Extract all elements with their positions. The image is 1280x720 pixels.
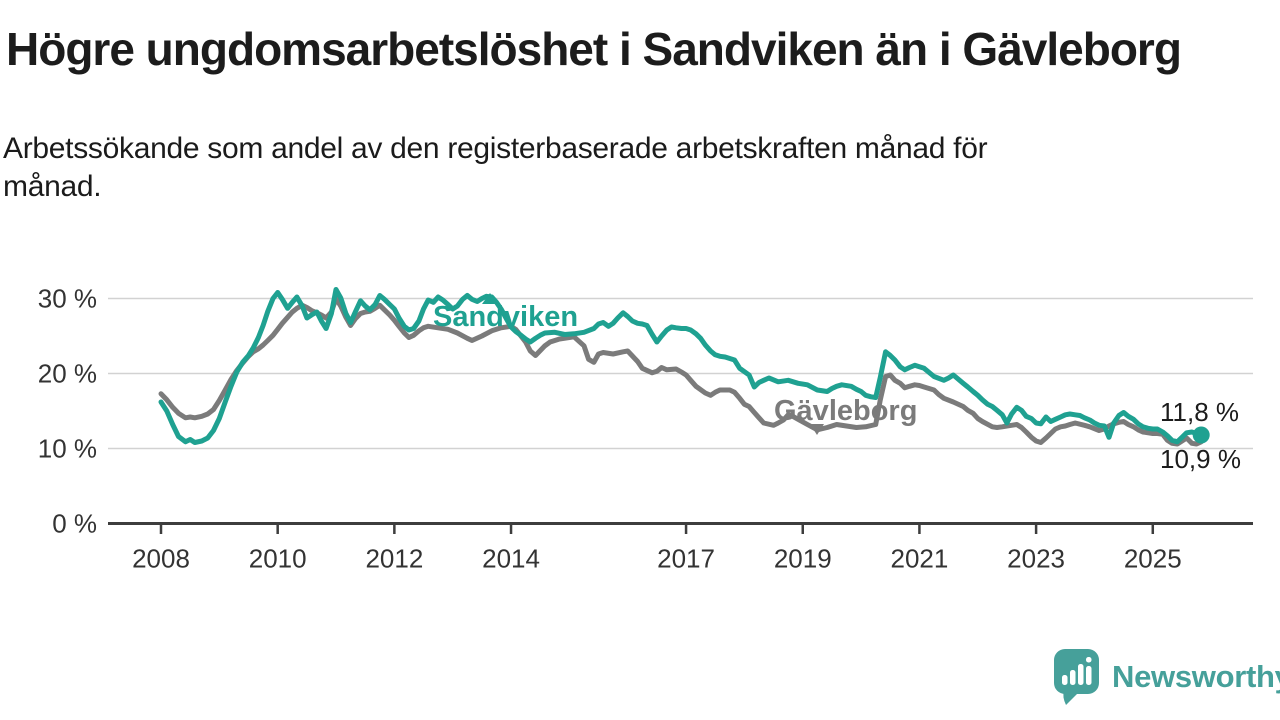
unemployment-chart: 0 % 10 % 20 % 30 % 2008 2010 2012 2014 2017 2019 2…: [0, 252, 1280, 592]
newsworthy-logo-icon: [1054, 649, 1099, 705]
x-tick-label-2014: 2014: [482, 544, 540, 574]
newsworthy-logo-text: Newsworthy: [1112, 659, 1280, 694]
subtitle-line-1: Arbetssökande som andel av den registerb…: [3, 132, 988, 165]
sandviken-end-value-label: 11,8 %: [1160, 397, 1239, 427]
gavleborg-end-value-label: 10,9 %: [1160, 444, 1241, 474]
y-tick-label-20: 20 %: [38, 359, 97, 389]
line-chart-svg: 0 % 10 % 20 % 30 % 2008 2010 2012 2014 2017 2019 2…: [38, 284, 1253, 574]
page-title: Högre ungdomsarbetslöshet i Sandviken än…: [6, 23, 1182, 75]
x-tick-label-2017: 2017: [657, 544, 715, 574]
page-subtitle: Arbetssökande som andel av den registerb…: [3, 130, 1203, 206]
sandviken-series-label: Sandviken: [433, 301, 578, 333]
newsworthy-logo: Newsworthy: [1053, 648, 1280, 706]
x-tick-label-2012: 2012: [365, 544, 423, 574]
sandviken-label-pointer-icon: [482, 293, 498, 304]
x-tick-label-2019: 2019: [774, 544, 832, 574]
latest-value-dot: [1192, 426, 1210, 444]
x-tick-label-2023: 2023: [1007, 544, 1065, 574]
x-tick-label-2021: 2021: [890, 544, 948, 574]
y-tick-label-0: 0 %: [52, 509, 97, 539]
gavleborg-label-pointer-icon: [810, 424, 824, 435]
gavleborg-series-label: Gävleborg: [774, 395, 917, 427]
x-tick-label-2008: 2008: [132, 544, 190, 574]
y-tick-label-10: 10 %: [38, 434, 97, 464]
subtitle-line-2: månad.: [3, 170, 102, 203]
x-tick-label-2025: 2025: [1124, 544, 1182, 574]
x-tick-label-2010: 2010: [249, 544, 307, 574]
y-tick-label-30: 30 %: [38, 284, 97, 314]
sandviken-line: [158, 287, 1204, 445]
